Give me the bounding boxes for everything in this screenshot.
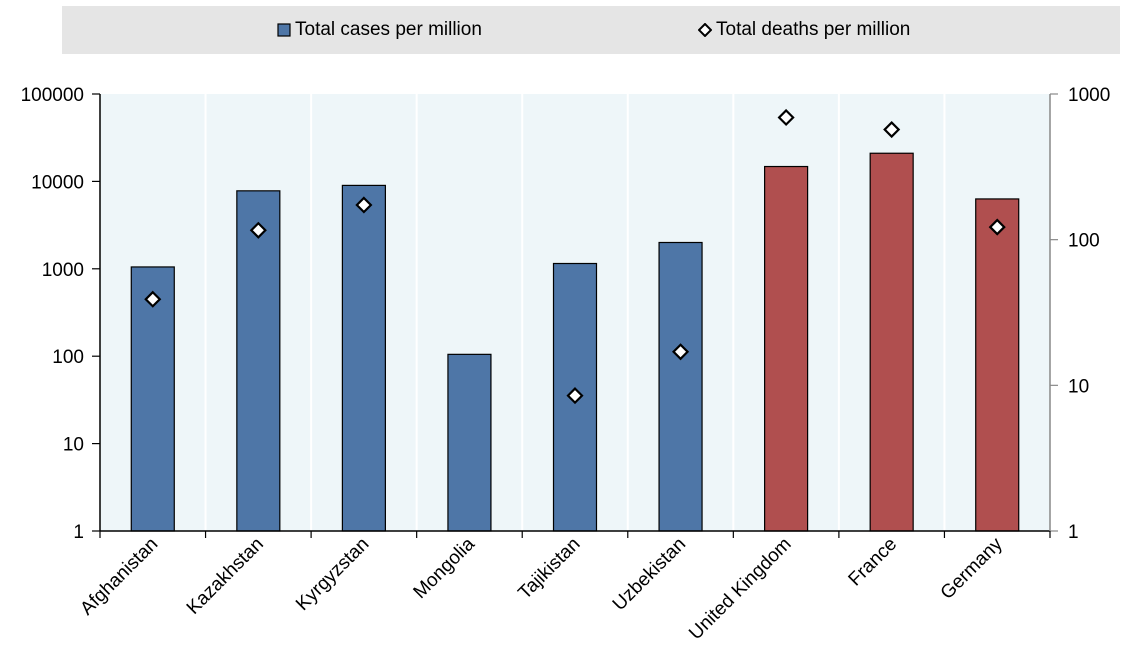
right-tick-label: 100	[1068, 231, 1100, 252]
right-tick-label: 1	[1068, 522, 1079, 543]
legend-swatch-cases	[277, 23, 291, 37]
axes	[99, 94, 1051, 532]
bars	[130, 152, 1020, 532]
death-marker-germany	[988, 218, 1006, 236]
legend-label-deaths: Total deaths per million	[716, 19, 911, 40]
x-tick-label: Germany	[937, 533, 1007, 603]
legend-item-deaths: Total deaths per million	[698, 19, 910, 41]
death-marker-kazakhstan	[249, 221, 267, 239]
bar-germany	[975, 198, 1020, 532]
bar-kyrgyzstan	[341, 184, 386, 532]
bar-afghanistan	[130, 266, 175, 532]
x-axis-labels: Afghanistan Kazakhstan Kyrgyzstan Mongolia T…	[76, 531, 1051, 644]
x-tick-label: Uzbekistan	[609, 534, 690, 615]
x-tick-label: Kazakhstan	[183, 534, 268, 619]
left-tick-label: 1	[73, 522, 84, 543]
x-tick-label: Afghanistan	[76, 534, 162, 620]
death-marker-france	[883, 121, 901, 139]
death-markers	[144, 108, 1006, 405]
x-tick-label: Kyrgyzstan	[292, 534, 373, 615]
legend-marker-deaths	[698, 23, 712, 37]
right-tick-label: 10	[1068, 376, 1089, 397]
x-tick-label: Tajikistan	[514, 534, 584, 604]
death-marker-tajikistan	[566, 387, 584, 405]
legend-label-cases: Total cases per million	[295, 19, 482, 40]
left-axis-ticks: 1 10 100 1000 10000 100000	[21, 85, 100, 543]
bar-united-kingdom	[764, 165, 809, 532]
death-marker-kyrgyzstan	[355, 196, 373, 214]
bar-uzbekistan	[658, 241, 703, 532]
bar-france	[869, 152, 914, 532]
legend-item-cases: Total cases per million	[277, 19, 482, 41]
grid-lines	[204, 94, 946, 531]
bar-mongolia	[447, 353, 492, 532]
left-tick-label: 100	[52, 347, 84, 368]
x-tick-label: France	[845, 534, 902, 591]
left-tick-label: 10	[63, 435, 84, 456]
right-axis-ticks: 1 10 100 1000	[1050, 85, 1110, 543]
x-tick-label: Mongolia	[410, 533, 480, 603]
x-tick-label: United Kingdom	[685, 534, 795, 644]
left-tick-label: 100000	[21, 85, 84, 106]
legend: Total cases per million Total deaths per…	[62, 6, 1120, 54]
death-marker-united-kingdom	[777, 108, 795, 127]
right-tick-label: 1000	[1068, 85, 1110, 106]
death-marker-uzbekistan	[671, 343, 690, 361]
left-tick-label: 1000	[42, 260, 84, 281]
left-tick-label: 10000	[31, 172, 84, 193]
death-marker-afghanistan	[144, 290, 162, 308]
bar-kazakhstan	[236, 190, 281, 532]
